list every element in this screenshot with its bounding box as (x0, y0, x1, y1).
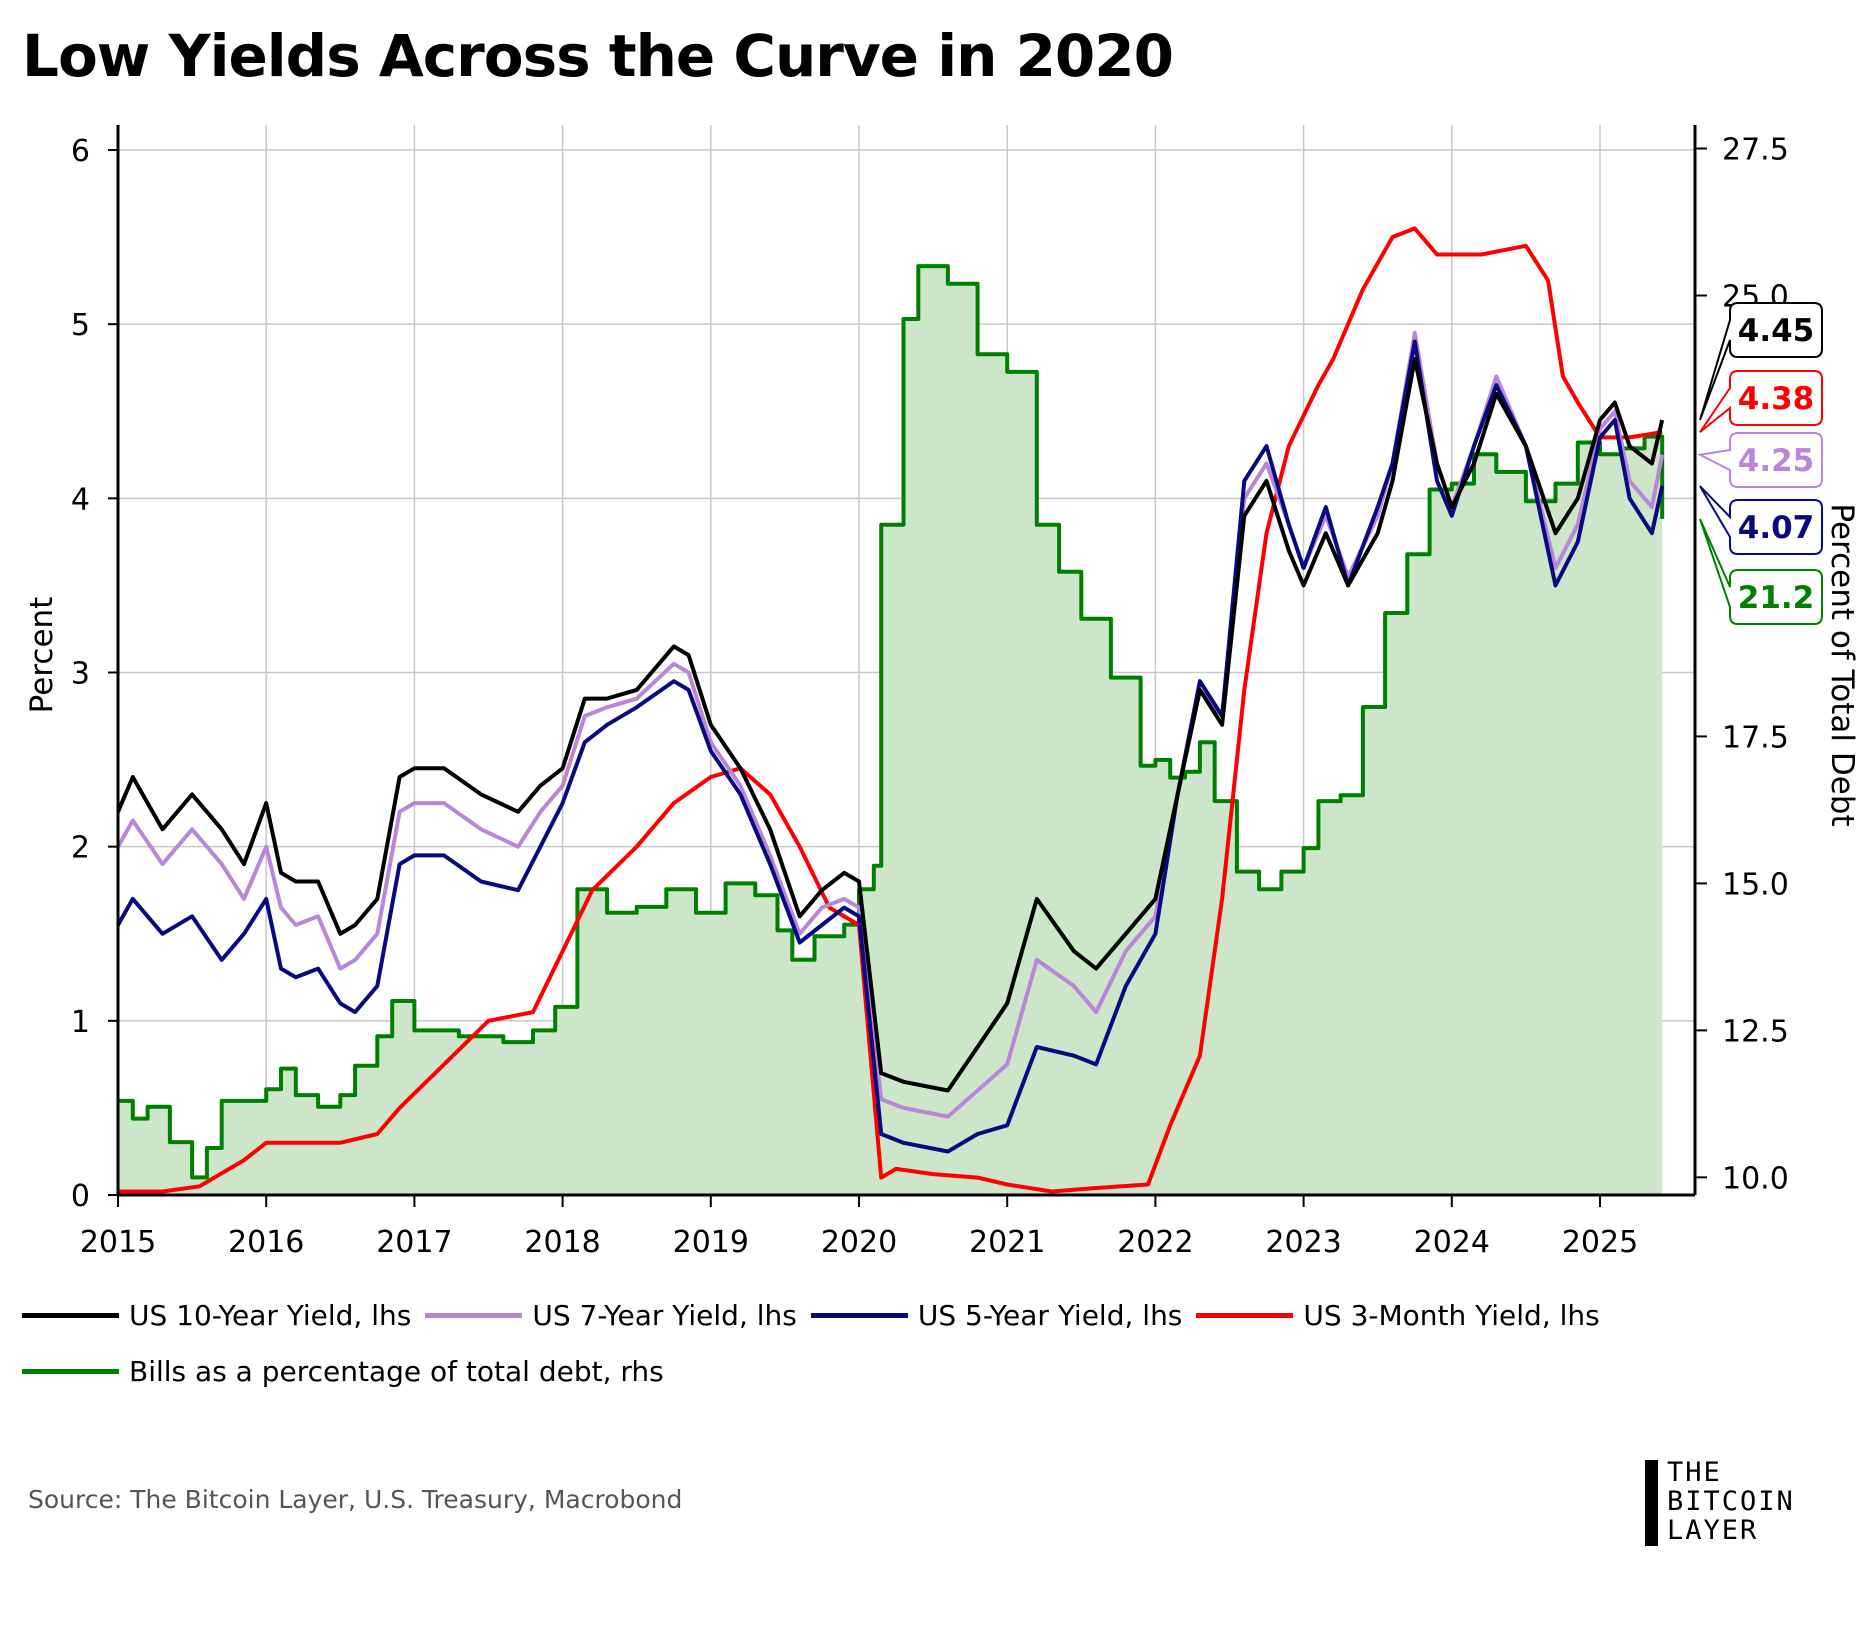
series-line-us-3-month-yield-lhs (118, 226, 1663, 1194)
legend-label-bills: Bills as a percentage of total debt, rhs (129, 1354, 664, 1388)
logo-bar (1645, 1460, 1658, 1546)
last-value-tag-box (1699, 518, 1823, 625)
chart-title: Low Yields Across the Curve in 2020 (22, 22, 1174, 90)
y-right-tick-label: 15.0 (1722, 867, 1789, 902)
logo-line-1: THE (1667, 1457, 1722, 1488)
x-tick-label: 2015 (80, 1225, 156, 1260)
legend-label-7y: US 7-Year Yield, lhs (532, 1298, 797, 1332)
legend-item-7y[interactable]: US 7-Year Yield, lhs (425, 1299, 797, 1332)
series-line-us-5-year-yield-lhs (116, 339, 1665, 1154)
y-right-tick-label: 10.0 (1722, 1161, 1789, 1196)
area-fills (118, 266, 1663, 1196)
last-value-tag-box (1699, 302, 1823, 421)
legend-row-1: US 10-Year Yield, lhs US 7-Year Yield, l… (22, 1287, 1862, 1343)
legend-item-bills[interactable]: Bills as a percentage of total debt, rhs (22, 1355, 664, 1388)
legend-label-10y: US 10-Year Yield, lhs (129, 1298, 412, 1332)
legend-label-3m: US 3-Month Yield, lhs (1303, 1298, 1600, 1332)
y-left-tick-label: 4 (71, 482, 90, 517)
legend-item-5y[interactable]: US 5-Year Yield, lhs (810, 1298, 1183, 1332)
logo-text: THE BITCOIN LAYER (1667, 1458, 1795, 1545)
y-left-tick-label: 3 (71, 657, 90, 692)
x-tick-label: 2016 (228, 1225, 304, 1260)
last-value-tags: 4.45 4.38 4.25 4.07 21.2 (1696, 302, 1823, 625)
y-left-tick-label: 2 (71, 831, 90, 866)
logo-line-3: LAYER (1667, 1515, 1759, 1546)
logo-line-2: BITCOIN (1667, 1486, 1795, 1517)
x-tick-label: 2023 (1265, 1225, 1341, 1260)
y-left-tick-label: 6 (71, 134, 90, 169)
legend-swatch-3m (1196, 1312, 1294, 1318)
legend-swatch-5y (810, 1312, 908, 1318)
x-tick-label: 2022 (1117, 1225, 1193, 1260)
y-left-axis-title: Percent (24, 597, 60, 714)
series-line-us-10-year-yield-lhs (116, 357, 1665, 1093)
axes (108, 125, 1707, 1207)
series-lines (116, 226, 1665, 1194)
x-tick-label: 2025 (1562, 1225, 1638, 1260)
x-tick-label: 2017 (376, 1225, 452, 1260)
y-right-tick-label: 27.5 (1722, 133, 1789, 168)
last-value-tag-text: 4.38 (1738, 381, 1815, 417)
y-left-tick-label: 5 (71, 308, 90, 343)
legend-row-2: Bills as a percentage of total debt, rhs (22, 1343, 1862, 1399)
legend-item-3m[interactable]: US 3-Month Yield, lhs (1196, 1298, 1600, 1332)
x-tick-label: 2021 (969, 1225, 1045, 1260)
brand-logo: THE BITCOIN LAYER (1645, 1458, 1860, 1546)
legend-swatch-7y (425, 1312, 523, 1318)
y-right-tick-label: 17.5 (1722, 720, 1789, 755)
bills-area-fill (118, 266, 1663, 1196)
y-left-tick-label: 1 (71, 1005, 90, 1040)
last-value-tag-box (1699, 485, 1823, 555)
legend-swatch-10y (22, 1312, 119, 1318)
x-tick-label: 2024 (1414, 1225, 1490, 1260)
x-tick-label: 2018 (524, 1225, 600, 1260)
last-value-tag-text: 4.45 (1738, 313, 1815, 349)
last-value-tag-text: 4.07 (1738, 510, 1815, 546)
source-note: Source: The Bitcoin Layer, U.S. Treasury… (28, 1485, 683, 1514)
last-value-tag-text: 4.25 (1738, 443, 1815, 479)
y-left-tick-label: 0 (71, 1179, 90, 1214)
legend-swatch-bills (22, 1368, 119, 1374)
y-right-tick-label: 12.5 (1722, 1014, 1789, 1049)
x-tick-label: 2020 (821, 1225, 897, 1260)
legend-item-10y[interactable]: US 10-Year Yield, lhs (22, 1299, 411, 1332)
last-value-tag-text: 21.2 (1738, 580, 1815, 616)
last-value-tag-box (1696, 432, 1823, 488)
last-value-tag-box (1699, 370, 1823, 433)
x-tick-label: 2019 (673, 1225, 749, 1260)
legend-label-5y: US 5-Year Yield, lhs (917, 1298, 1183, 1332)
y-right-axis-title: Percent of Total Debt (1824, 503, 1860, 826)
legend: US 10-Year Yield, lhs US 7-Year Yield, l… (22, 1287, 1862, 1399)
series-line-bills-as-a-percentage-of-total-debt-rhs (118, 264, 1665, 1180)
